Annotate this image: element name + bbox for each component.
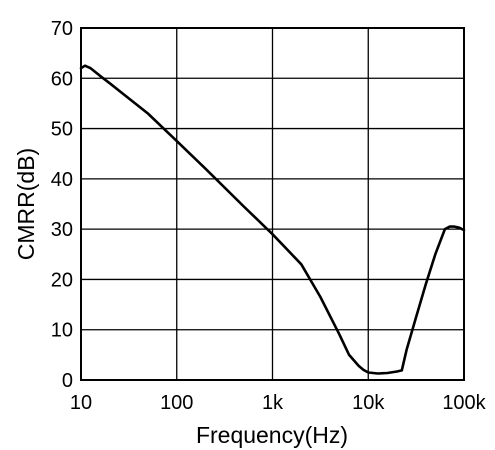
x-axis-ticks: 10 100 1k 10k 100k: [70, 392, 487, 414]
y-tick-label: 30: [51, 219, 73, 241]
y-tick-label: 70: [51, 18, 73, 40]
cmrr-series-line: [79, 64, 466, 375]
plot-frame: [80, 27, 465, 381]
x-tick-label: 10k: [352, 392, 385, 414]
y-axis-ticks: 0 10 20 30 40 50 60 70: [51, 18, 73, 392]
x-axis-title: Frequency(Hz): [196, 422, 348, 448]
y-tick-label: 60: [51, 68, 73, 90]
x-tick-label: 1k: [262, 392, 284, 414]
y-tick-label: 40: [51, 169, 73, 191]
series-layer: [79, 64, 466, 375]
y-axis-title: CMRR(dB): [13, 148, 39, 260]
y-tick-label: 20: [51, 269, 73, 291]
y-tick-label: 10: [51, 320, 73, 342]
x-tick-label: 10: [70, 392, 92, 414]
chart-grid: [80, 27, 465, 381]
y-tick-label: 0: [62, 370, 73, 392]
x-tick-label: 100k: [442, 392, 486, 414]
y-tick-label: 50: [51, 119, 73, 141]
x-tick-label: 100: [160, 392, 193, 414]
